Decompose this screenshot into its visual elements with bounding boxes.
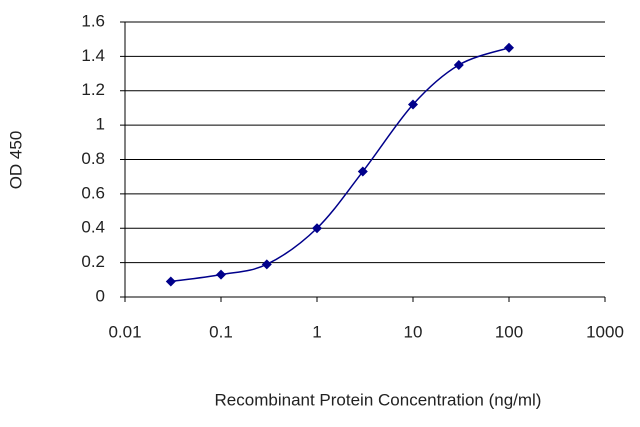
data-point (408, 99, 418, 110)
y-tick-label: 1.2 (81, 80, 105, 99)
x-tick-label: 100 (495, 322, 523, 341)
data-point (165, 276, 176, 287)
y-tick-label: 1.6 (81, 11, 105, 30)
data-point (504, 42, 514, 53)
x-tick-label: 0.1 (209, 322, 233, 341)
y-axis-label: OD 450 (6, 131, 25, 190)
y-tick-label: 0.8 (81, 149, 105, 168)
x-tick-label: 1000 (586, 322, 624, 341)
x-tick-label: 10 (404, 322, 423, 341)
x-tick-label: 0.01 (108, 322, 141, 341)
y-tick-label: 0.4 (81, 218, 105, 237)
y-tick-label: 1 (96, 115, 105, 134)
y-tick-label: 0.6 (81, 183, 105, 202)
y-tick-label: 0.2 (81, 252, 105, 271)
data-point (216, 269, 226, 280)
y-tick-label: 1.4 (81, 46, 105, 65)
data-point (312, 223, 322, 234)
data-point (453, 59, 464, 70)
x-axis-label: Recombinant Protein Concentration (ng/ml… (215, 390, 542, 409)
y-tick-label: 0 (96, 286, 105, 305)
data-point (357, 166, 368, 177)
x-tick-label: 1 (312, 322, 321, 341)
data-line (170, 47, 510, 283)
data-point (261, 259, 272, 270)
